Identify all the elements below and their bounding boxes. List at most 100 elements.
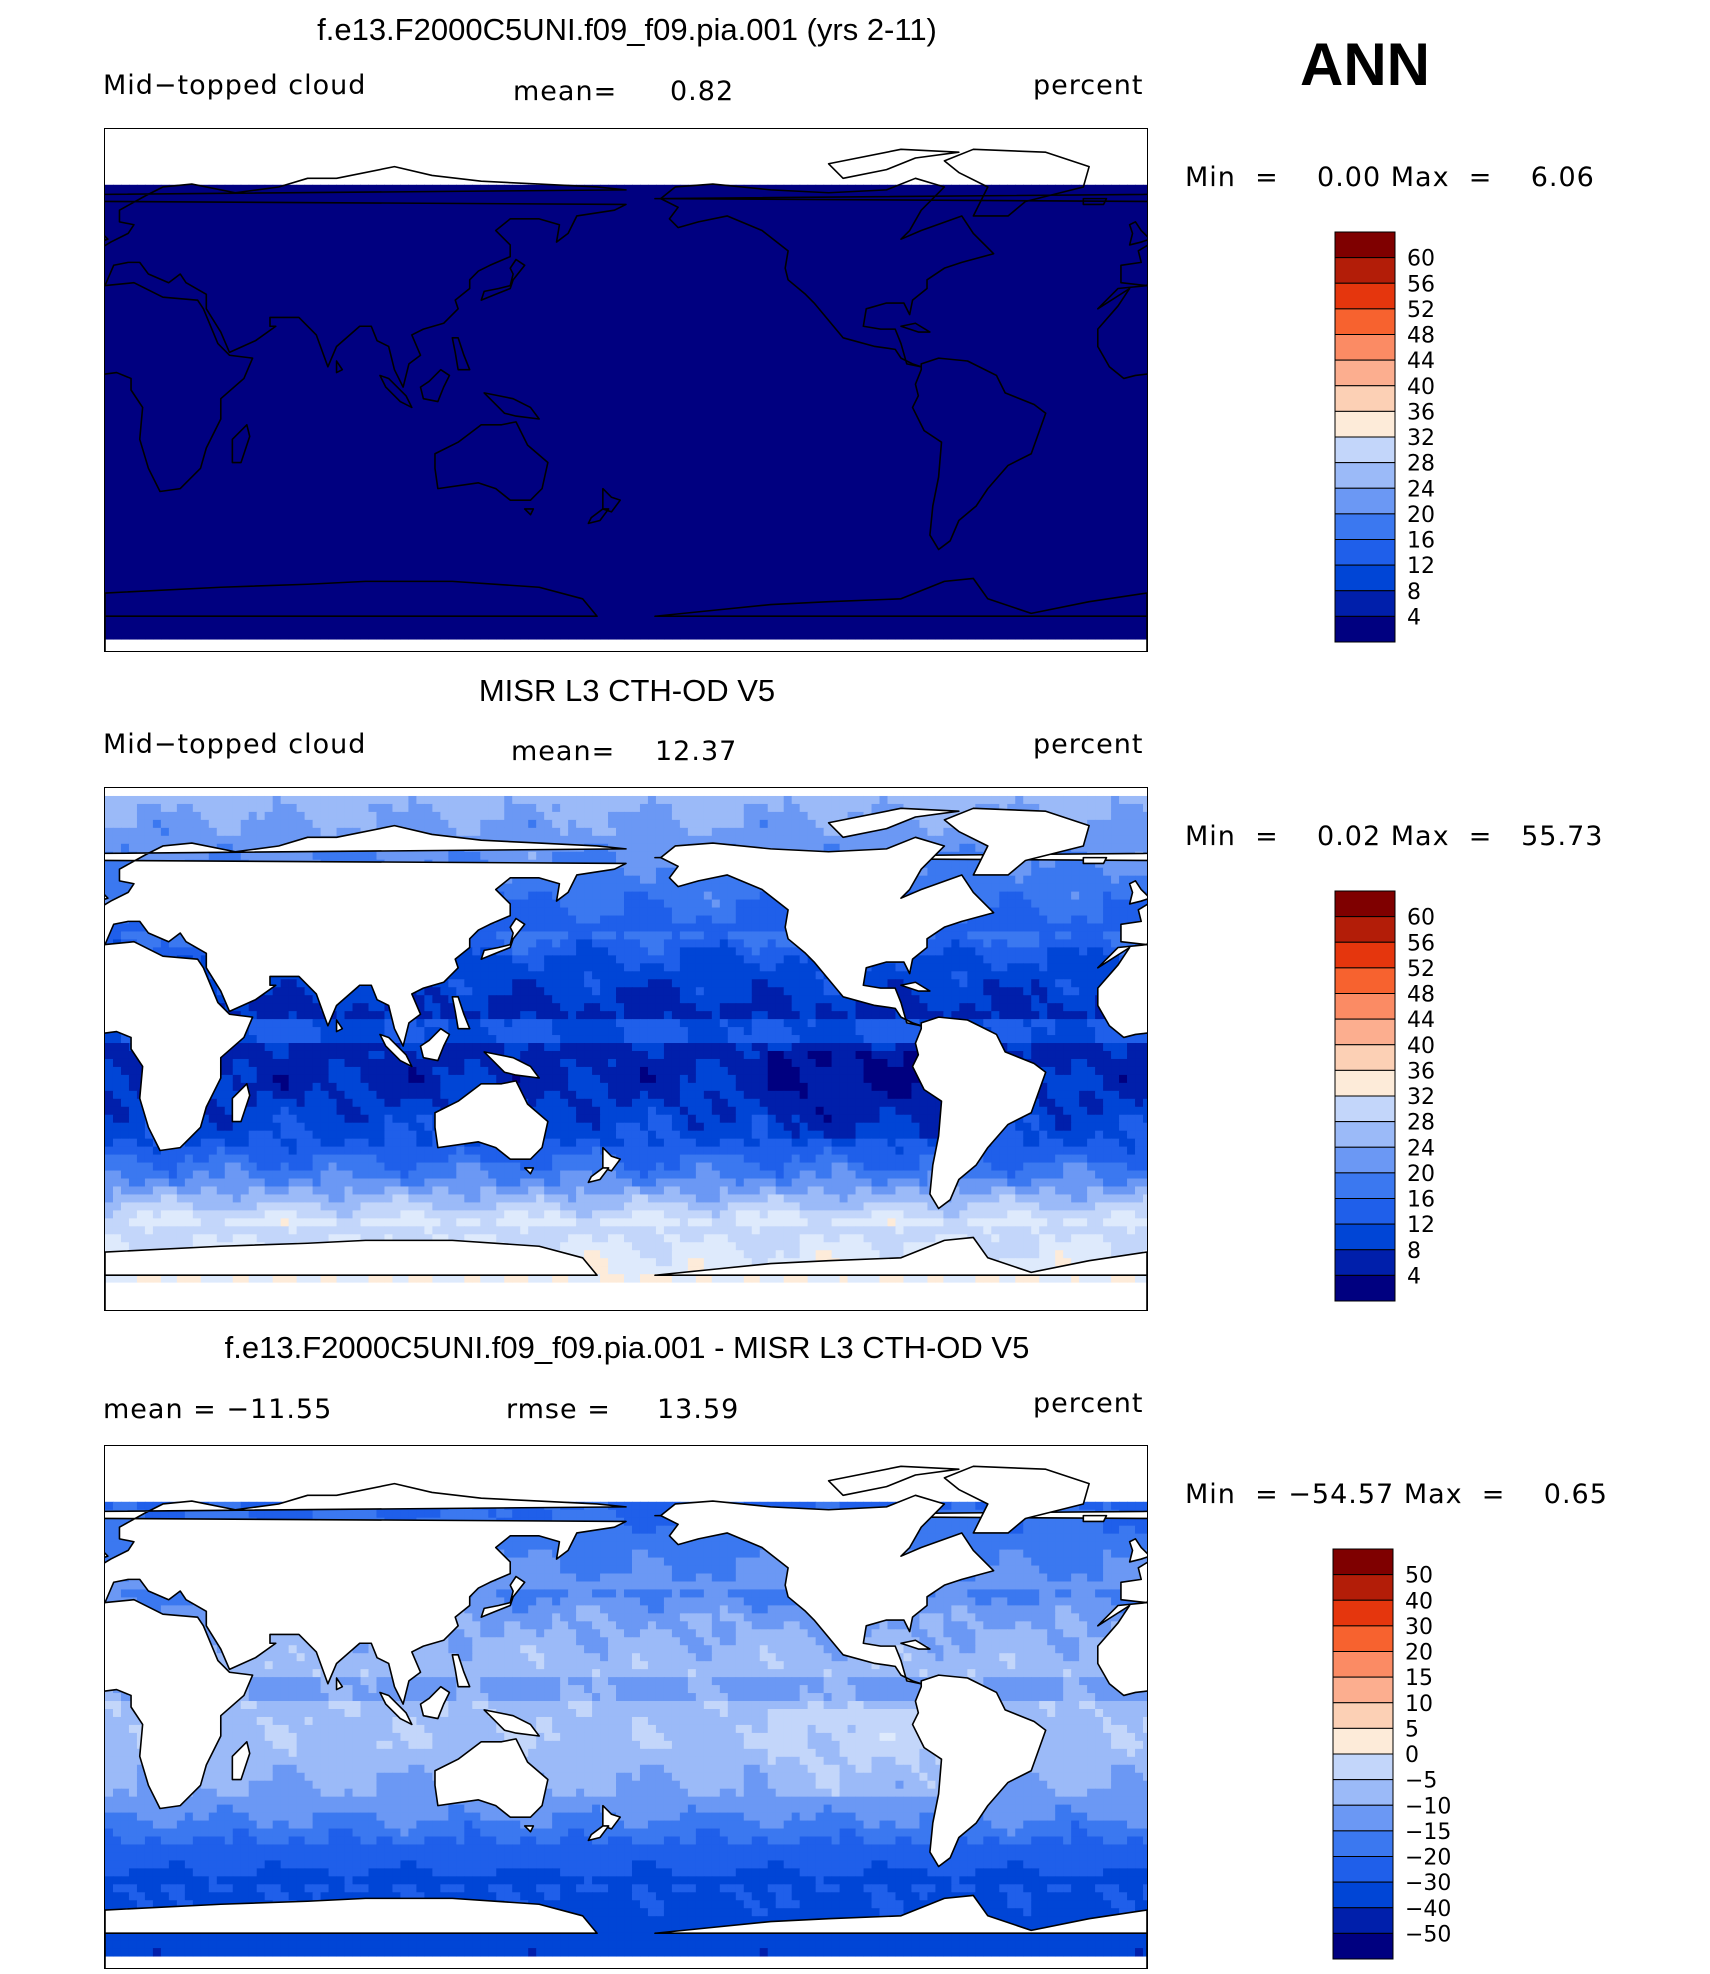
- landmass-cuba: [900, 1639, 931, 1650]
- landmass-antarctica: [654, 577, 1147, 651]
- landmass-borneo: [419, 368, 451, 403]
- landmass-northamerica: [659, 836, 995, 1027]
- colorbar-box: [1334, 1172, 1396, 1199]
- colorbar-label: −10: [1405, 1794, 1451, 1819]
- colorbar-label: 20: [1407, 503, 1435, 528]
- colorbar-label: 4: [1407, 1264, 1421, 1289]
- colorbar-label: 44: [1407, 349, 1435, 374]
- landmass-ellesmere: [827, 807, 960, 839]
- panel2-max-label: Max =: [1391, 821, 1493, 852]
- panel1-min-label: Min =: [1185, 162, 1279, 193]
- landmass-srilanka: [335, 1677, 344, 1691]
- landmass-newguinea: [483, 392, 540, 420]
- landmass-africa: [1096, 1601, 1147, 1697]
- landmass-philippines: [451, 996, 471, 1030]
- colorbar-label: −20: [1405, 1846, 1451, 1871]
- landmass-cuba: [900, 322, 931, 333]
- colorbar-box: [1334, 1249, 1396, 1276]
- colorbar-box: [1334, 564, 1396, 592]
- colorbar-box: [1334, 487, 1396, 515]
- landmass-sumatra: [379, 374, 413, 409]
- panel2-max-value: 55.73: [1521, 821, 1603, 852]
- panel1-map-svg: [105, 129, 1147, 651]
- landmass-tasmania: [523, 1825, 535, 1833]
- landmass-africa: [1096, 943, 1147, 1039]
- panel1-mean-label: mean=: [513, 76, 617, 107]
- landmass-newguinea: [483, 1709, 540, 1737]
- landmass-japan: [480, 1575, 526, 1618]
- colorbar-box: [1332, 1574, 1394, 1601]
- colorbar-box: [1334, 1095, 1396, 1123]
- landmass-newzealand: [602, 1804, 622, 1830]
- colorbar-box: [1332, 1651, 1394, 1678]
- landmass-ellesmere: [827, 1465, 960, 1497]
- colorbar-box: [1334, 993, 1396, 1020]
- panel2-variable-label: Mid−topped cloud: [103, 729, 366, 760]
- colorbar-label: 20: [1407, 1162, 1435, 1187]
- landmass-iceland: [1082, 1514, 1108, 1523]
- landmass-tasmania: [523, 508, 535, 516]
- panel1-units: percent: [1033, 70, 1143, 101]
- landmass-madagascar: [231, 1740, 251, 1781]
- landmass-southamerica: [911, 1016, 1047, 1210]
- colorbar-box: [1334, 1018, 1396, 1046]
- landmass-britain: [105, 1552, 109, 1558]
- landmass-northamerica: [659, 1494, 995, 1685]
- colorbar-label: 40: [1407, 375, 1435, 400]
- panel2-minmax: Min = 0.02 Max = 55.73: [1185, 821, 1603, 852]
- landmass-africa: [105, 1598, 254, 1810]
- panel1-colorbar: 60 56 52 48 44 40 36 32 28 24 20 16 12 8 4: [1330, 228, 1450, 646]
- landmass-newzealand2: [587, 508, 610, 525]
- landmass-newguinea: [483, 1051, 540, 1079]
- colorbar-box: [1334, 385, 1396, 412]
- colorbar-label: 44: [1407, 1008, 1435, 1033]
- colorbar-label: 40: [1407, 1034, 1435, 1059]
- landmass-borneo: [419, 1685, 451, 1720]
- colorbar-label: 56: [1407, 272, 1435, 297]
- landmass-cuba: [900, 981, 931, 992]
- colorbar-box: [1334, 615, 1396, 643]
- landmass-australia: [434, 1738, 549, 1818]
- panel2-mean-value: 12.37: [655, 736, 737, 767]
- colorbar-label: −50: [1405, 1922, 1451, 1947]
- colorbar-label: 4: [1407, 605, 1421, 630]
- panel3-minmax: Min = −54.57 Max = 0.65: [1185, 1479, 1608, 1510]
- colorbar-box: [1334, 1223, 1396, 1251]
- colorbar-box: [1332, 1881, 1394, 1909]
- colorbar-label: 32: [1407, 426, 1435, 451]
- landmass-africa: [1096, 284, 1147, 380]
- colorbar-box: [1332, 1625, 1394, 1652]
- landmass-madagascar: [231, 1082, 251, 1123]
- panel2-mean-label: mean=: [511, 736, 615, 767]
- colorbar-box: [1334, 1146, 1396, 1174]
- panel3-min-value: −54.57: [1288, 1479, 1394, 1510]
- landmass-sumatra: [379, 1033, 413, 1068]
- colorbar-box: [1332, 1676, 1394, 1704]
- landmass-southamerica: [911, 357, 1047, 551]
- colorbar-box: [1334, 1121, 1396, 1148]
- colorbar-label: 8: [1407, 1239, 1421, 1264]
- panel2-units: percent: [1033, 729, 1143, 760]
- season-label: ANN: [1300, 30, 1430, 99]
- colorbar-label: 36: [1407, 400, 1435, 425]
- landmass-philippines: [451, 1654, 471, 1688]
- colorbar-box: [1332, 1804, 1394, 1832]
- colorbar-box: [1334, 410, 1396, 438]
- landmass-sumatra: [379, 1691, 413, 1726]
- panel3-units: percent: [1033, 1388, 1143, 1419]
- landmass-northamerica: [659, 177, 995, 368]
- colorbar-box: [1334, 282, 1396, 310]
- colorbar-label: 40: [1405, 1589, 1433, 1614]
- colorbar-label: 52: [1407, 298, 1435, 323]
- colorbar-label: 12: [1407, 1213, 1435, 1238]
- landmass-newzealand2: [587, 1825, 610, 1842]
- colorbar-box: [1334, 1198, 1396, 1225]
- panel1-title: f.e13.F2000C5UNI.f09_f09.pia.001 (yrs 2-…: [0, 12, 1254, 48]
- colorbar-box: [1334, 890, 1396, 918]
- panel1-variable-label: Mid−topped cloud: [103, 70, 366, 101]
- panel3-title: f.e13.F2000C5UNI.f09_f09.pia.001 - MISR …: [0, 1330, 1254, 1366]
- colorbar-box: [1332, 1753, 1394, 1781]
- colorbar-box: [1332, 1932, 1394, 1960]
